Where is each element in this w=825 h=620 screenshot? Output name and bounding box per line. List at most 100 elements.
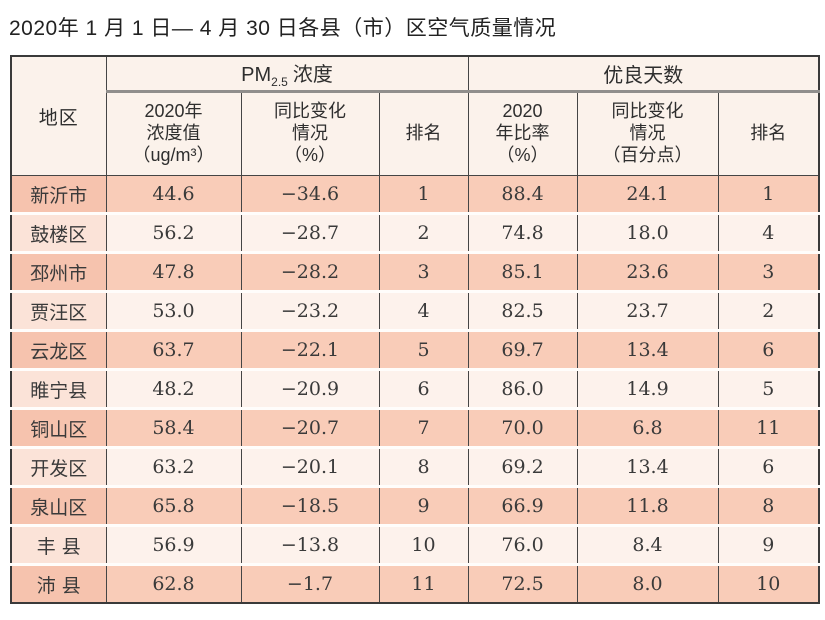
table-row: 贾汪区 53.0 −23.2 4 82.5 23.7 2	[10, 290, 820, 331]
cell-pm-rank: 7	[378, 407, 469, 448]
header-line: 2020年	[144, 101, 203, 122]
table-body: 新沂市 44.6 −34.6 1 88.4 24.1 1 鼓楼区 56.2 −28.7 2 74.8 1…	[10, 175, 820, 603]
table-row: 泉山区 65.8 −18.5 9 66.9 11.8 8	[10, 485, 820, 526]
cell-good-rate: 88.4	[467, 175, 578, 214]
header-pm-rank: 排名	[378, 91, 469, 176]
cell-good-rank: 3	[717, 251, 820, 292]
cell-region: 开发区	[10, 446, 107, 487]
cell-pm-change: −22.1	[240, 329, 380, 370]
header-line: （%）	[283, 144, 336, 165]
cell-good-change: 23.7	[576, 290, 719, 331]
cell-good-change: 18.0	[576, 212, 719, 253]
cell-region: 睢宁县	[10, 368, 107, 409]
cell-pm-change: −13.8	[240, 524, 380, 565]
header-line: （百分点）	[602, 144, 693, 165]
cell-pm-value: 56.2	[105, 212, 242, 253]
cell-pm-change: −20.9	[240, 368, 380, 409]
header-line: （ug/m³）	[132, 144, 215, 165]
cell-good-rate: 76.0	[467, 524, 578, 565]
table-row: 开发区 63.2 −20.1 8 69.2 13.4 6	[10, 446, 820, 487]
cell-pm-rank: 8	[378, 446, 469, 487]
header-line: 同比变化	[611, 101, 684, 122]
cell-pm-rank: 6	[378, 368, 469, 409]
cell-pm-change: −34.6	[240, 175, 380, 214]
cell-pm-rank: 11	[378, 563, 469, 603]
cell-region: 沛 县	[10, 563, 107, 603]
cell-pm-rank: 2	[378, 212, 469, 253]
cell-pm-change: −28.2	[240, 251, 380, 292]
cell-pm-change: −23.2	[240, 290, 380, 331]
table-row: 云龙区 63.7 −22.1 5 69.7 13.4 6	[10, 329, 820, 370]
cell-pm-change: −20.7	[240, 407, 380, 448]
cell-pm-rank: 4	[378, 290, 469, 331]
pm25-suffix-text: 浓度	[292, 64, 333, 86]
header-region: 地区	[10, 56, 107, 176]
table-row: 鼓楼区 56.2 −28.7 2 74.8 18.0 4	[10, 212, 820, 253]
header-good-days-group: 优良天数	[467, 56, 820, 93]
table-header: 地区 PM2.5 浓度 优良天数 2020年 浓度值 （ug/m³） 同比变化 情…	[10, 56, 820, 176]
header-good-rank: 排名	[717, 91, 820, 176]
header-good-rate: 2020 年比率 （%）	[467, 91, 578, 176]
header-line: 2020	[502, 101, 543, 122]
cell-pm-value: 58.4	[105, 407, 242, 448]
footnote: 注:1.“−”表示下降或减少;2.表中数据采用实况数据统计。	[0, 604, 825, 620]
cell-pm-value: 44.6	[105, 175, 242, 214]
cell-good-change: 6.8	[576, 407, 719, 448]
cell-pm-value: 65.8	[105, 485, 242, 526]
cell-region: 邳州市	[10, 251, 107, 292]
header-group-row: 地区 PM2.5 浓度 优良天数	[10, 56, 820, 176]
cell-good-rank: 5	[717, 368, 820, 409]
cell-good-rank: 6	[717, 446, 820, 487]
header-good-change: 同比变化 情况 （百分点）	[576, 91, 719, 176]
header-line: 情况	[629, 123, 666, 144]
table-row: 睢宁县 48.2 −20.9 6 86.0 14.9 5	[10, 368, 820, 409]
table-row: 铜山区 58.4 −20.7 7 70.0 6.8 11	[10, 407, 820, 448]
cell-pm-change: −28.7	[240, 212, 380, 253]
cell-pm-value: 62.8	[105, 563, 242, 603]
cell-pm-change: −20.1	[240, 446, 380, 487]
cell-pm-rank: 3	[378, 251, 469, 292]
cell-good-rank: 1	[717, 175, 820, 214]
cell-pm-rank: 9	[378, 485, 469, 526]
table-row: 新沂市 44.6 −34.6 1 88.4 24.1 1	[10, 175, 820, 214]
header-line: 浓度值	[146, 123, 201, 144]
cell-good-change: 13.4	[576, 329, 719, 370]
cell-good-change: 13.4	[576, 446, 719, 487]
pm25-base-text: PM	[241, 64, 272, 86]
table-row: 沛 县 62.8 −1.7 11 72.5 8.0 10	[10, 563, 820, 603]
cell-pm-value: 48.2	[105, 368, 242, 409]
cell-good-change: 11.8	[576, 485, 719, 526]
cell-good-rate: 69.7	[467, 329, 578, 370]
header-pm25-group: PM2.5 浓度	[105, 56, 469, 93]
cell-region: 泉山区	[10, 485, 107, 526]
cell-region: 云龙区	[10, 329, 107, 370]
cell-region: 鼓楼区	[10, 212, 107, 253]
cell-pm-value: 56.9	[105, 524, 242, 565]
cell-good-rate: 70.0	[467, 407, 578, 448]
cell-good-rank: 9	[717, 524, 820, 565]
cell-good-rank: 10	[717, 563, 820, 603]
air-quality-table: 地区 PM2.5 浓度 优良天数 2020年 浓度值 （ug/m³） 同比变化 情…	[10, 55, 821, 604]
cell-region: 新沂市	[10, 175, 107, 214]
header-sub-row: 2020年 浓度值 （ug/m³） 同比变化 情况 （%） 排名 2020 年比…	[11, 91, 820, 176]
cell-pm-value: 63.7	[105, 329, 242, 370]
cell-region: 丰 县	[10, 524, 107, 565]
cell-good-change: 8.0	[576, 563, 719, 603]
header-line: （%）	[496, 144, 549, 165]
table-row: 邳州市 47.8 −28.2 3 85.1 23.6 3	[10, 251, 820, 292]
pm25-label: PM2.5 浓度	[241, 64, 333, 89]
header-line: 情况	[292, 123, 328, 144]
cell-good-change: 14.9	[576, 368, 719, 409]
cell-pm-change: −18.5	[240, 485, 380, 526]
cell-good-rate: 86.0	[467, 368, 578, 409]
cell-pm-rank: 1	[378, 175, 469, 214]
cell-good-rank: 11	[717, 407, 820, 448]
cell-good-rank: 8	[717, 485, 820, 526]
header-line: 同比变化	[274, 101, 346, 122]
cell-good-rate: 69.2	[467, 446, 578, 487]
cell-good-change: 24.1	[576, 175, 719, 214]
header-line: 年比率	[495, 123, 550, 144]
cell-region: 铜山区	[10, 407, 107, 448]
cell-good-rank: 2	[717, 290, 820, 331]
